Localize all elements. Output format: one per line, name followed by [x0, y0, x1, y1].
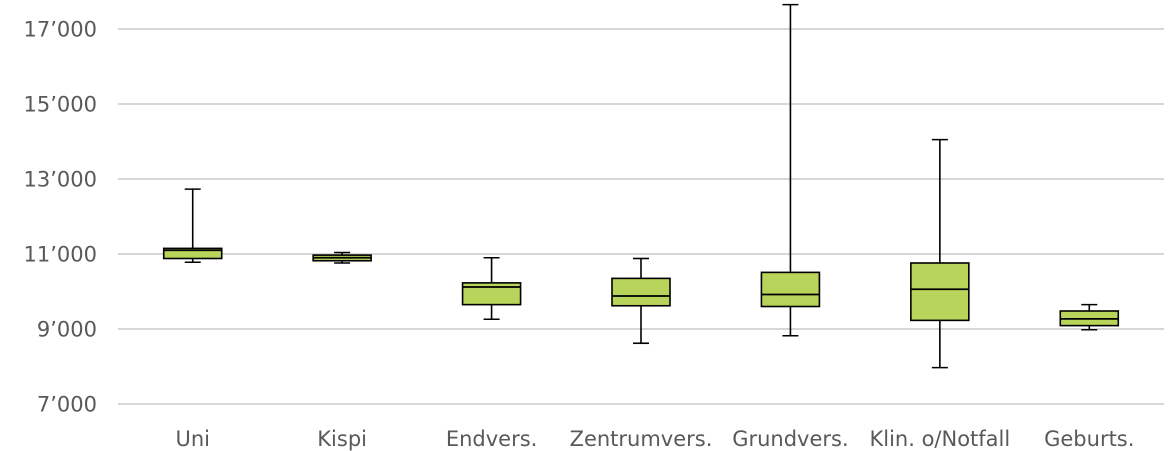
x-tick-label: Uni [175, 427, 210, 451]
iqr-box [910, 262, 970, 322]
x-tick-label: Klin. o/Notfall [869, 427, 1010, 451]
box-plot-item [461, 256, 522, 321]
iqr-box [611, 277, 671, 307]
iqr-box [760, 271, 821, 308]
y-tick-label: 7’000 [37, 393, 97, 417]
box-plot-item [1059, 303, 1120, 331]
x-tick-label: Grundvers. [732, 427, 848, 451]
iqr-box [162, 247, 223, 260]
y-axis-tick-labels: 7’000 9’000 11’000 13’000 15’000 17’000 [24, 18, 97, 417]
x-tick-label: Kispi [317, 427, 367, 451]
x-tick-label: Geburts. [1044, 427, 1134, 451]
y-tick-label: 15’000 [24, 93, 97, 117]
x-axis-tick-labels: Uni Kispi Endvers. Zentrumvers. Grundvers. Kl… [175, 427, 1134, 451]
box-plot-item [162, 188, 223, 264]
box-plot-item [312, 251, 372, 264]
box-series [162, 3, 1120, 369]
y-tick-label: 17’000 [24, 18, 97, 42]
box-plot-item [611, 257, 671, 345]
x-tick-label: Zentrumvers. [570, 427, 713, 451]
y-tick-label: 11’000 [24, 243, 97, 267]
grid-lines [118, 28, 1164, 405]
iqr-box [461, 282, 522, 306]
y-tick-label: 13’000 [24, 168, 97, 192]
x-tick-label: Endvers. [446, 427, 538, 451]
box-plot-item [910, 138, 970, 369]
y-tick-label: 9’000 [37, 318, 97, 342]
box-plot-item [760, 3, 821, 337]
